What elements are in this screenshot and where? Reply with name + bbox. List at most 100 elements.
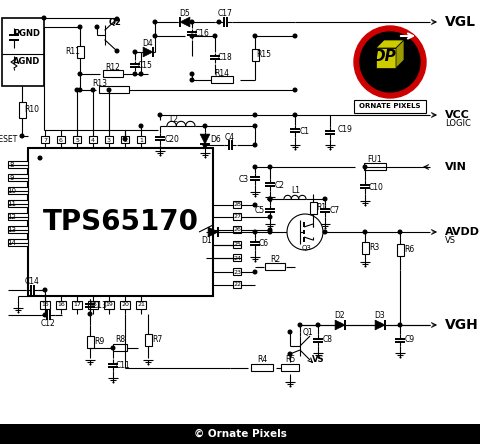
Text: 18: 18: [89, 302, 97, 308]
Circle shape: [253, 124, 257, 128]
Text: TPS65170: TPS65170: [43, 208, 199, 236]
Polygon shape: [376, 40, 404, 48]
Text: L2: L2: [169, 115, 179, 124]
Polygon shape: [143, 47, 153, 57]
Text: R4: R4: [257, 356, 267, 365]
Text: R3: R3: [369, 243, 379, 253]
Bar: [364, 163, 386, 170]
Bar: [99, 87, 129, 94]
Bar: [40, 301, 50, 309]
Text: C12: C12: [41, 320, 55, 329]
Bar: [8, 226, 28, 234]
Text: Q1: Q1: [303, 328, 313, 337]
Circle shape: [287, 214, 323, 250]
Bar: [251, 365, 273, 372]
Text: 26: 26: [233, 227, 241, 233]
Circle shape: [111, 346, 115, 350]
Bar: [233, 226, 241, 234]
Circle shape: [316, 323, 320, 327]
Polygon shape: [376, 48, 396, 68]
Bar: [8, 239, 28, 246]
Circle shape: [78, 25, 82, 29]
Text: R13: R13: [93, 79, 108, 87]
Text: 5: 5: [75, 138, 79, 143]
Text: C9: C9: [405, 336, 415, 345]
Text: C13: C13: [93, 301, 108, 309]
Circle shape: [398, 230, 402, 234]
Text: VS: VS: [312, 354, 324, 364]
Circle shape: [95, 25, 99, 29]
Text: C17: C17: [217, 9, 232, 19]
Text: 24: 24: [233, 255, 241, 261]
Circle shape: [253, 34, 257, 38]
Circle shape: [268, 230, 272, 234]
Circle shape: [253, 143, 257, 147]
Text: C18: C18: [217, 53, 232, 63]
Bar: [76, 46, 84, 58]
Polygon shape: [375, 320, 385, 330]
Text: VGL: VGL: [445, 15, 476, 29]
Bar: [8, 214, 28, 221]
Text: R7: R7: [152, 336, 162, 345]
Bar: [354, 100, 426, 113]
Circle shape: [38, 156, 42, 160]
Bar: [281, 365, 299, 372]
Circle shape: [253, 203, 257, 207]
Circle shape: [298, 323, 302, 327]
Bar: [113, 345, 127, 352]
Bar: [233, 281, 241, 289]
Text: C14: C14: [24, 278, 39, 286]
Bar: [136, 301, 146, 309]
Circle shape: [268, 197, 272, 201]
Text: C11: C11: [116, 361, 131, 369]
Text: ORNATE PIXELS: ORNATE PIXELS: [359, 103, 421, 109]
Text: 22: 22: [233, 282, 241, 288]
Circle shape: [203, 143, 207, 147]
Text: 17: 17: [73, 302, 81, 308]
Polygon shape: [396, 40, 404, 68]
Text: R11: R11: [66, 48, 81, 56]
Text: C4: C4: [225, 132, 235, 142]
Circle shape: [288, 330, 292, 334]
Text: AVDD: AVDD: [445, 227, 480, 237]
Bar: [233, 214, 241, 221]
Circle shape: [75, 88, 79, 92]
Circle shape: [293, 34, 297, 38]
Circle shape: [42, 16, 46, 20]
Circle shape: [115, 49, 119, 53]
Circle shape: [323, 197, 327, 201]
Text: 14: 14: [8, 240, 16, 246]
Circle shape: [288, 352, 292, 356]
Circle shape: [133, 72, 137, 76]
Circle shape: [338, 323, 342, 327]
Text: C15: C15: [138, 62, 153, 71]
Bar: [73, 136, 81, 143]
Circle shape: [378, 323, 382, 327]
Text: R10: R10: [24, 106, 39, 115]
Bar: [72, 301, 82, 309]
Circle shape: [20, 134, 24, 138]
Text: 16: 16: [57, 302, 65, 308]
Text: D4: D4: [143, 40, 154, 48]
Text: 4: 4: [91, 138, 95, 143]
Circle shape: [253, 113, 257, 117]
Circle shape: [268, 228, 272, 232]
Text: LOGIC: LOGIC: [445, 119, 471, 128]
Circle shape: [253, 230, 257, 234]
Circle shape: [360, 32, 420, 92]
Text: 10: 10: [8, 188, 16, 194]
Bar: [89, 136, 97, 143]
Circle shape: [91, 88, 95, 92]
Text: 19: 19: [105, 302, 113, 308]
Polygon shape: [200, 134, 210, 144]
Text: 23: 23: [233, 270, 241, 274]
Text: 7: 7: [43, 138, 47, 143]
Bar: [120, 301, 130, 309]
Text: C7: C7: [330, 206, 340, 215]
Bar: [0, 424, 480, 444]
Text: © Ornate Pixels: © Ornate Pixels: [193, 429, 287, 439]
Text: D3: D3: [374, 312, 385, 321]
Text: VGH: VGH: [445, 318, 479, 332]
Text: Q2: Q2: [108, 19, 121, 28]
Text: VIN: VIN: [445, 162, 467, 172]
